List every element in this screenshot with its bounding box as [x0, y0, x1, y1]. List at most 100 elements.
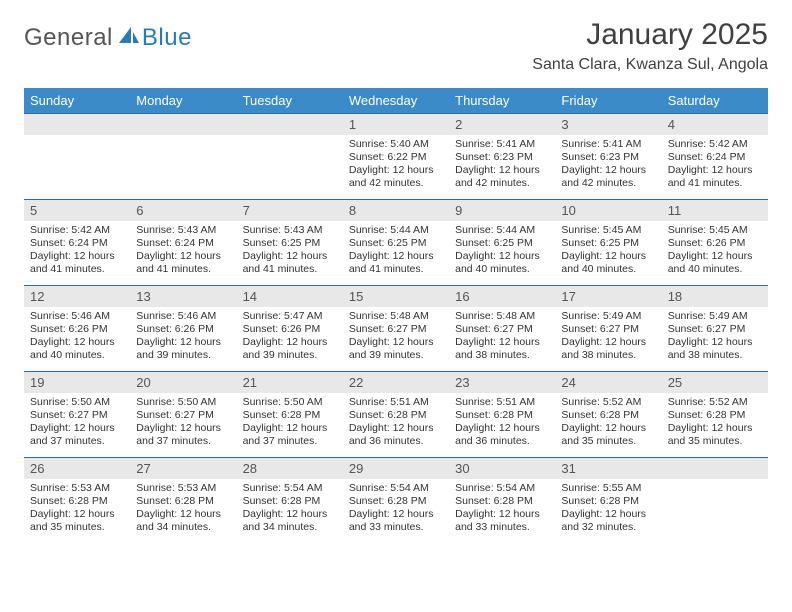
day-body: Sunrise: 5:49 AMSunset: 6:27 PMDaylight:… [662, 307, 768, 369]
sunset-line: Sunset: 6:27 PM [136, 409, 230, 422]
sunrise-line: Sunrise: 5:49 AM [561, 310, 655, 323]
sunrise-line: Sunrise: 5:54 AM [455, 482, 549, 495]
day-number: 5 [24, 199, 130, 221]
calendar-cell: 26Sunrise: 5:53 AMSunset: 6:28 PMDayligh… [24, 457, 130, 543]
sunset-line: Sunset: 6:28 PM [668, 409, 762, 422]
daylight-line: Daylight: 12 hours and 33 minutes. [349, 508, 443, 534]
daylight-line: Daylight: 12 hours and 41 minutes. [136, 250, 230, 276]
daylight-line: Daylight: 12 hours and 38 minutes. [455, 336, 549, 362]
sunset-line: Sunset: 6:28 PM [30, 495, 124, 508]
day-body: Sunrise: 5:40 AMSunset: 6:22 PMDaylight:… [343, 135, 449, 197]
day-number: 26 [24, 457, 130, 479]
day-number [662, 457, 768, 479]
sunset-line: Sunset: 6:28 PM [136, 495, 230, 508]
calendar-cell: 16Sunrise: 5:48 AMSunset: 6:27 PMDayligh… [449, 285, 555, 371]
sunset-line: Sunset: 6:26 PM [668, 237, 762, 250]
sunset-line: Sunset: 6:24 PM [136, 237, 230, 250]
logo-sail-icon [118, 26, 140, 51]
day-body: Sunrise: 5:41 AMSunset: 6:23 PMDaylight:… [449, 135, 555, 197]
daylight-line: Daylight: 12 hours and 42 minutes. [561, 164, 655, 190]
daylight-line: Daylight: 12 hours and 40 minutes. [455, 250, 549, 276]
daylight-line: Daylight: 12 hours and 41 minutes. [668, 164, 762, 190]
calendar-cell: 27Sunrise: 5:53 AMSunset: 6:28 PMDayligh… [130, 457, 236, 543]
calendar-table: SundayMondayTuesdayWednesdayThursdayFrid… [24, 88, 768, 543]
sunset-line: Sunset: 6:24 PM [668, 151, 762, 164]
calendar-cell: 7Sunrise: 5:43 AMSunset: 6:25 PMDaylight… [237, 199, 343, 285]
calendar-week: 5Sunrise: 5:42 AMSunset: 6:24 PMDaylight… [24, 199, 768, 285]
sunrise-line: Sunrise: 5:50 AM [136, 396, 230, 409]
day-number: 12 [24, 285, 130, 307]
day-number: 13 [130, 285, 236, 307]
day-number: 10 [555, 199, 661, 221]
sunset-line: Sunset: 6:28 PM [243, 495, 337, 508]
day-number: 30 [449, 457, 555, 479]
sunrise-line: Sunrise: 5:47 AM [243, 310, 337, 323]
day-number: 3 [555, 113, 661, 135]
day-number: 20 [130, 371, 236, 393]
calendar-cell: 12Sunrise: 5:46 AMSunset: 6:26 PMDayligh… [24, 285, 130, 371]
day-number: 18 [662, 285, 768, 307]
calendar-cell: 28Sunrise: 5:54 AMSunset: 6:28 PMDayligh… [237, 457, 343, 543]
day-body: Sunrise: 5:45 AMSunset: 6:25 PMDaylight:… [555, 221, 661, 283]
day-body: Sunrise: 5:53 AMSunset: 6:28 PMDaylight:… [130, 479, 236, 541]
day-header: Tuesday [237, 88, 343, 113]
sunrise-line: Sunrise: 5:48 AM [349, 310, 443, 323]
day-body: Sunrise: 5:54 AMSunset: 6:28 PMDaylight:… [449, 479, 555, 541]
calendar-cell: 25Sunrise: 5:52 AMSunset: 6:28 PMDayligh… [662, 371, 768, 457]
sunset-line: Sunset: 6:28 PM [243, 409, 337, 422]
month-title: January 2025 [532, 18, 768, 52]
sunrise-line: Sunrise: 5:44 AM [349, 224, 443, 237]
logo-text-general: General [24, 24, 113, 52]
sunset-line: Sunset: 6:28 PM [349, 495, 443, 508]
calendar-cell: 29Sunrise: 5:54 AMSunset: 6:28 PMDayligh… [343, 457, 449, 543]
sunrise-line: Sunrise: 5:53 AM [136, 482, 230, 495]
day-body: Sunrise: 5:55 AMSunset: 6:28 PMDaylight:… [555, 479, 661, 541]
day-number: 21 [237, 371, 343, 393]
day-body: Sunrise: 5:42 AMSunset: 6:24 PMDaylight:… [662, 135, 768, 197]
daylight-line: Daylight: 12 hours and 40 minutes. [561, 250, 655, 276]
calendar-cell: 31Sunrise: 5:55 AMSunset: 6:28 PMDayligh… [555, 457, 661, 543]
day-number [237, 113, 343, 135]
sunrise-line: Sunrise: 5:41 AM [455, 138, 549, 151]
day-body: Sunrise: 5:43 AMSunset: 6:24 PMDaylight:… [130, 221, 236, 283]
sunrise-line: Sunrise: 5:46 AM [30, 310, 124, 323]
calendar-cell: 21Sunrise: 5:50 AMSunset: 6:28 PMDayligh… [237, 371, 343, 457]
calendar-cell: 20Sunrise: 5:50 AMSunset: 6:27 PMDayligh… [130, 371, 236, 457]
day-body: Sunrise: 5:52 AMSunset: 6:28 PMDaylight:… [662, 393, 768, 455]
location: Santa Clara, Kwanza Sul, Angola [532, 56, 768, 74]
calendar-cell: 10Sunrise: 5:45 AMSunset: 6:25 PMDayligh… [555, 199, 661, 285]
day-number: 23 [449, 371, 555, 393]
day-number: 9 [449, 199, 555, 221]
daylight-line: Daylight: 12 hours and 40 minutes. [668, 250, 762, 276]
calendar-cell: 11Sunrise: 5:45 AMSunset: 6:26 PMDayligh… [662, 199, 768, 285]
sunrise-line: Sunrise: 5:49 AM [668, 310, 762, 323]
sunset-line: Sunset: 6:26 PM [243, 323, 337, 336]
day-header: Friday [555, 88, 661, 113]
day-body: Sunrise: 5:48 AMSunset: 6:27 PMDaylight:… [343, 307, 449, 369]
sunrise-line: Sunrise: 5:42 AM [30, 224, 124, 237]
sunrise-line: Sunrise: 5:50 AM [243, 396, 337, 409]
calendar-cell: 22Sunrise: 5:51 AMSunset: 6:28 PMDayligh… [343, 371, 449, 457]
sunset-line: Sunset: 6:22 PM [349, 151, 443, 164]
day-number: 29 [343, 457, 449, 479]
sunrise-line: Sunrise: 5:42 AM [668, 138, 762, 151]
header: General Blue January 2025 Santa Clara, K… [24, 18, 768, 74]
day-number: 2 [449, 113, 555, 135]
sunset-line: Sunset: 6:23 PM [561, 151, 655, 164]
sunset-line: Sunset: 6:28 PM [455, 495, 549, 508]
day-body: Sunrise: 5:51 AMSunset: 6:28 PMDaylight:… [449, 393, 555, 455]
sunset-line: Sunset: 6:23 PM [455, 151, 549, 164]
day-number: 15 [343, 285, 449, 307]
sunrise-line: Sunrise: 5:40 AM [349, 138, 443, 151]
calendar-cell: 30Sunrise: 5:54 AMSunset: 6:28 PMDayligh… [449, 457, 555, 543]
daylight-line: Daylight: 12 hours and 42 minutes. [349, 164, 443, 190]
sunset-line: Sunset: 6:26 PM [136, 323, 230, 336]
calendar-header-row: SundayMondayTuesdayWednesdayThursdayFrid… [24, 88, 768, 113]
calendar-week: 26Sunrise: 5:53 AMSunset: 6:28 PMDayligh… [24, 457, 768, 543]
calendar-cell [24, 113, 130, 199]
day-number: 8 [343, 199, 449, 221]
calendar-cell: 6Sunrise: 5:43 AMSunset: 6:24 PMDaylight… [130, 199, 236, 285]
sunset-line: Sunset: 6:28 PM [455, 409, 549, 422]
daylight-line: Daylight: 12 hours and 36 minutes. [455, 422, 549, 448]
calendar-cell: 9Sunrise: 5:44 AMSunset: 6:25 PMDaylight… [449, 199, 555, 285]
